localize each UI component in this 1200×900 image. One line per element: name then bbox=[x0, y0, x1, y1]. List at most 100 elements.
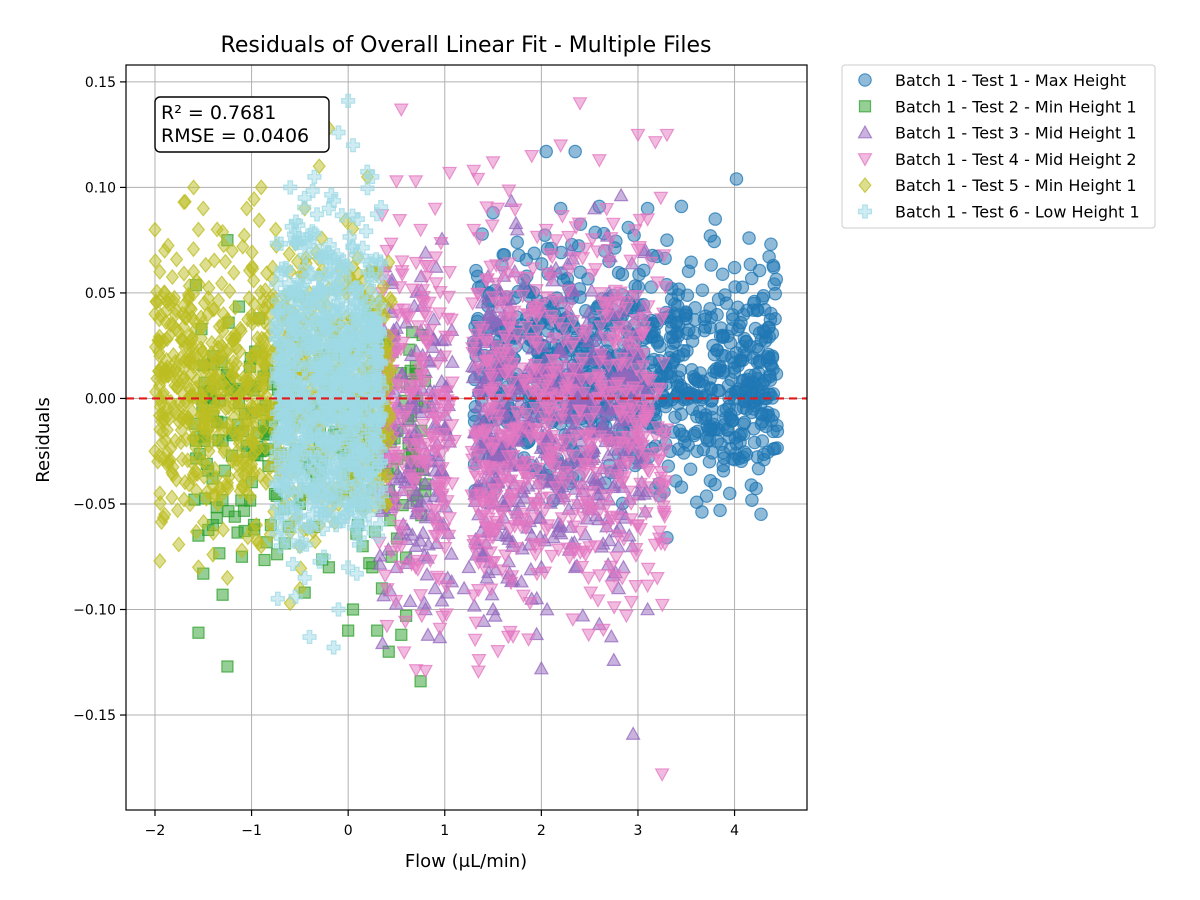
data-point bbox=[273, 391, 288, 406]
data-point bbox=[488, 340, 505, 354]
data-point bbox=[202, 443, 216, 460]
r-squared-label: R² = 0.7681 bbox=[161, 102, 276, 124]
data-point bbox=[654, 768, 670, 782]
data-point bbox=[419, 566, 435, 581]
data-point bbox=[297, 248, 313, 263]
data-point bbox=[269, 417, 284, 432]
data-point bbox=[435, 610, 451, 625]
data-point bbox=[737, 345, 751, 359]
data-point bbox=[350, 517, 365, 533]
y-tick-label: 0.05 bbox=[85, 286, 116, 302]
data-point bbox=[610, 377, 626, 391]
data-point bbox=[247, 295, 261, 313]
data-point bbox=[471, 321, 487, 335]
data-point bbox=[177, 353, 191, 370]
data-point bbox=[400, 425, 416, 439]
data-point bbox=[673, 363, 688, 378]
data-point bbox=[223, 282, 237, 300]
data-point bbox=[417, 664, 433, 679]
data-point bbox=[560, 449, 576, 463]
data-point bbox=[191, 559, 206, 576]
data-point bbox=[589, 466, 605, 481]
data-point bbox=[410, 433, 426, 448]
data-point bbox=[312, 243, 327, 258]
data-point bbox=[614, 476, 630, 490]
data-point bbox=[635, 360, 651, 374]
data-point bbox=[361, 279, 377, 294]
data-point bbox=[539, 144, 553, 159]
data-point bbox=[474, 533, 490, 548]
data-point bbox=[442, 166, 458, 181]
data-point bbox=[575, 252, 591, 266]
data-point bbox=[500, 630, 516, 645]
data-point bbox=[352, 531, 367, 546]
data-point bbox=[495, 266, 511, 280]
data-point bbox=[414, 675, 427, 688]
data-point bbox=[633, 477, 649, 492]
data-point bbox=[461, 559, 477, 574]
data-point bbox=[699, 489, 714, 503]
data-point bbox=[177, 369, 191, 386]
data-point bbox=[397, 615, 413, 630]
data-point bbox=[434, 593, 450, 607]
data-point bbox=[544, 314, 560, 329]
data-point bbox=[331, 602, 346, 617]
data-point bbox=[211, 415, 225, 432]
legend-marker bbox=[857, 204, 873, 219]
data-point bbox=[603, 510, 619, 525]
data-point bbox=[577, 429, 593, 443]
data-point bbox=[384, 293, 399, 311]
data-point bbox=[623, 290, 639, 304]
data-point bbox=[580, 496, 596, 510]
data-point bbox=[557, 436, 573, 450]
data-point bbox=[587, 263, 603, 277]
data-point bbox=[216, 588, 229, 601]
data-point bbox=[756, 324, 771, 338]
data-point bbox=[218, 253, 233, 270]
data-point bbox=[529, 311, 545, 326]
data-point bbox=[307, 169, 322, 184]
data-point bbox=[465, 297, 481, 311]
data-point bbox=[466, 223, 482, 238]
data-point bbox=[568, 144, 582, 159]
data-point bbox=[553, 525, 569, 540]
x-tick-label: 0 bbox=[344, 823, 353, 839]
data-point bbox=[509, 479, 525, 494]
data-point bbox=[668, 410, 682, 424]
data-point bbox=[302, 296, 317, 311]
data-point bbox=[313, 502, 328, 518]
data-point bbox=[233, 343, 247, 360]
data-point bbox=[715, 348, 729, 362]
legend-marker bbox=[858, 100, 872, 113]
data-point bbox=[341, 93, 356, 108]
data-point bbox=[341, 560, 356, 575]
data-point bbox=[379, 583, 395, 597]
data-point bbox=[296, 431, 311, 447]
legend-label: Batch 1 - Test 4 - Mid Height 2 bbox=[895, 150, 1137, 169]
data-point bbox=[198, 356, 212, 373]
data-point bbox=[621, 320, 637, 335]
data-point bbox=[402, 495, 418, 509]
data-point bbox=[186, 340, 200, 357]
data-point bbox=[684, 255, 698, 270]
data-point bbox=[537, 504, 553, 518]
data-point bbox=[560, 302, 576, 316]
data-point bbox=[723, 411, 737, 425]
data-point bbox=[628, 314, 644, 328]
data-point bbox=[191, 221, 206, 238]
data-point bbox=[394, 255, 410, 269]
chart-title: Residuals of Overall Linear Fit - Multip… bbox=[221, 33, 712, 58]
data-point bbox=[651, 532, 667, 547]
data-point bbox=[237, 227, 251, 244]
y-axis-label: Residuals bbox=[33, 397, 54, 482]
data-point bbox=[307, 349, 322, 364]
data-point bbox=[413, 370, 429, 384]
data-point bbox=[247, 272, 261, 289]
data-point bbox=[215, 275, 229, 292]
data-point bbox=[351, 475, 366, 490]
data-point bbox=[483, 583, 499, 598]
data-point bbox=[421, 536, 437, 551]
data-point bbox=[483, 546, 499, 560]
